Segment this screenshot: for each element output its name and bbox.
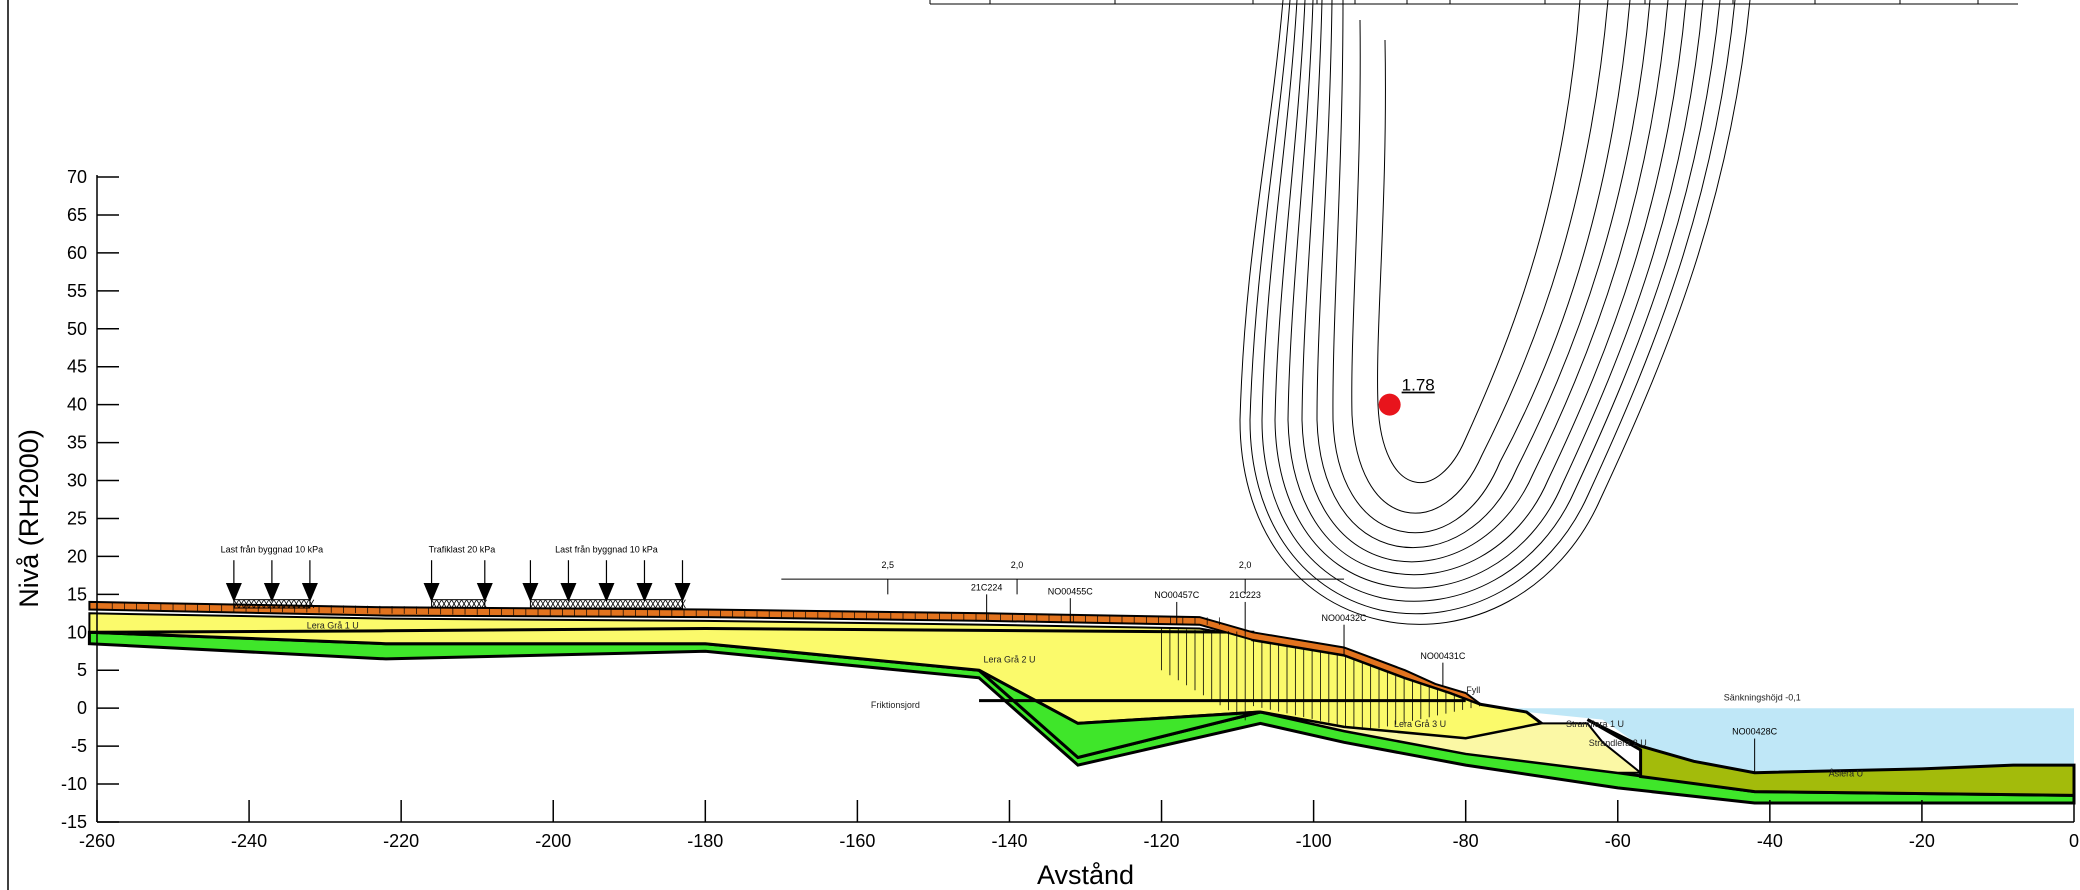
x-tick-label: -240 (231, 831, 267, 851)
safety-factor-value: 1.78 (1402, 376, 1435, 395)
x-tick-label: -260 (79, 831, 115, 851)
borehole-label: NO00428C (1732, 727, 1778, 737)
soil-label: Sänkningshöjd -0,1 (1724, 693, 1801, 703)
olive-clay-layer (1586, 718, 2076, 797)
x-axis-label: Avstånd (1037, 860, 1134, 890)
y-tick-label: 30 (67, 471, 87, 491)
borehole-label: NO00455C (1048, 586, 1094, 596)
load-label: Last från byggnad 10 kPa (221, 545, 324, 555)
soil-label: Fyll (1466, 685, 1480, 695)
borehole-label: NO00432C (1322, 613, 1368, 623)
x-tick-label: -80 (1453, 831, 1479, 851)
borehole-label: NO00457C (1154, 590, 1200, 600)
x-tick-label: -60 (1605, 831, 1631, 851)
top-table (929, 0, 2018, 5)
y-tick-label: 35 (67, 433, 87, 453)
y-tick-label: 25 (67, 508, 87, 528)
y-tick-label: 20 (67, 546, 87, 566)
soil-labels: Lera Grå 1 U Lera Grå 2 U Friktionsjord Ler… (307, 621, 1863, 779)
x-tick-label: -140 (991, 831, 1027, 851)
y-tick-label: 45 (67, 357, 87, 377)
y-tick-label: 50 (67, 319, 87, 339)
x-tick-label: -220 (383, 831, 419, 851)
y-axis-label: Nivå (RH2000) (14, 429, 44, 608)
x-tick-label: -180 (687, 831, 723, 851)
load-label: Trafiklast 20 kPa (429, 545, 496, 555)
load-label: Last från byggnad 10 kPa (555, 545, 658, 555)
x-tick-label: -160 (839, 831, 875, 851)
y-tick-label: 55 (67, 281, 87, 301)
y-tick-label: 0 (77, 698, 87, 718)
y-tick-label: -10 (61, 774, 87, 794)
x-tick-label: -40 (1757, 831, 1783, 851)
borehole-label: NO00431C (1420, 651, 1466, 661)
boreholes: 21C224 NO00455C NO00457C 21C223 NO00432C NO00… (971, 583, 1778, 773)
x-tick-label: -200 (535, 831, 571, 851)
soil-label: Strandlera 2 U (1589, 738, 1647, 748)
y-tick-label: 65 (67, 205, 87, 225)
profile-value: 2,0 (1011, 560, 1024, 570)
y-tick-label: 60 (67, 243, 87, 263)
soil-label: Lera Grå 2 U (983, 655, 1035, 665)
x-axis: -260 -240 -220 -200 -180 -160 -140 -120 -100 -80-… (79, 800, 2079, 851)
profile-values: 2,5 2,0 2,0 (882, 560, 1252, 595)
borehole-label: 21C223 (1229, 590, 1261, 600)
safety-factor-marker (1378, 393, 1401, 416)
y-tick-label: 15 (67, 584, 87, 604)
y-tick-label: -15 (61, 812, 87, 832)
loads: Last från byggnad 10 kPa Trafiklast 20 kP… (221, 545, 691, 609)
x-tick-label: -20 (1909, 831, 1935, 851)
soil-label: Lera Grå 1 U (307, 621, 359, 631)
x-tick-label: -100 (1296, 831, 1332, 851)
fill-layer (88, 600, 1482, 706)
slip-surface-hatching (1161, 628, 1480, 731)
soil-label: Strandlera 1 U (1566, 719, 1624, 729)
water-area (1511, 708, 2074, 773)
soil-label: Lera Grå 3 U (1394, 719, 1446, 729)
profile-value: 2,5 (882, 560, 895, 570)
clay-layer-3 (1260, 711, 1644, 774)
y-tick-label: 40 (67, 395, 87, 415)
x-tick-label: -120 (1144, 831, 1180, 851)
x-tick-label: 0 (2069, 831, 2079, 851)
profile-value: 2,0 (1239, 560, 1252, 570)
borehole-label: 21C224 (971, 583, 1003, 593)
y-tick-label: 10 (67, 622, 87, 642)
y-tick-label: 70 (67, 167, 87, 187)
safety-factor-contours (1239, 0, 1751, 625)
soil-label: Friktionsjord (871, 700, 920, 710)
y-tick-label: 5 (77, 660, 87, 680)
y-tick-label: -5 (71, 736, 87, 756)
soil-label: Åslera U (1829, 768, 1864, 778)
